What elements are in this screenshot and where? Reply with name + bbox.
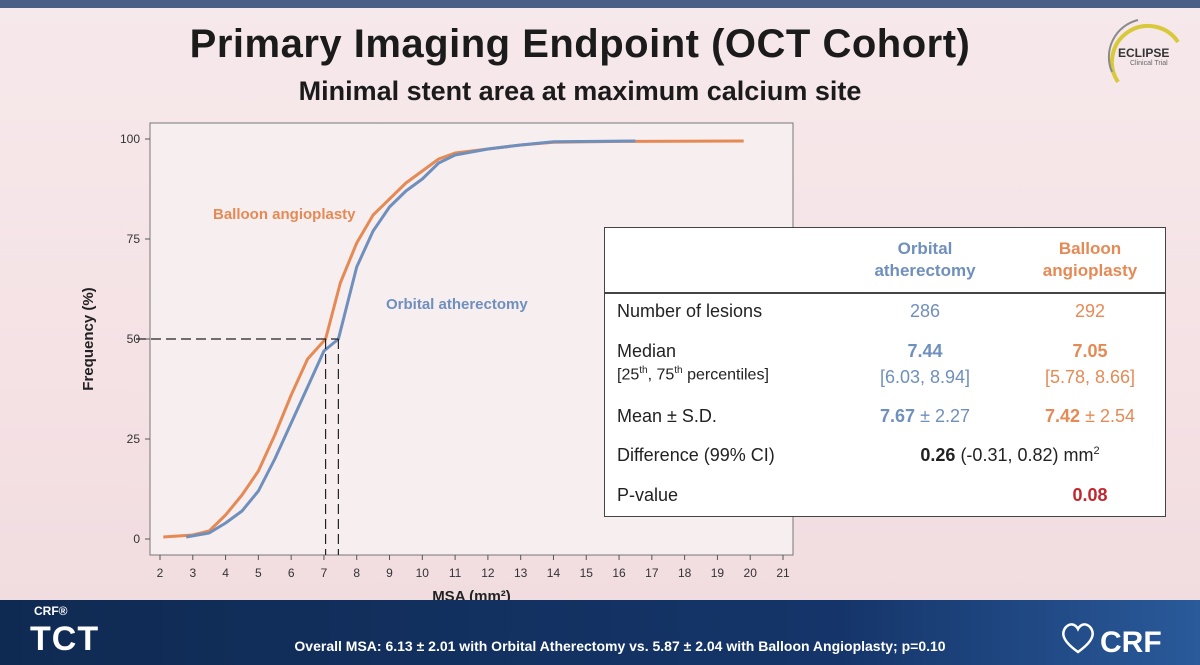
header-orbital-line2: atherectomy	[874, 261, 976, 280]
y-axis-label: Frequency (%)	[80, 287, 97, 390]
cell-mean-balloon: 7.42 ± 2.54	[1015, 406, 1165, 427]
x-tick-label: 15	[580, 566, 594, 580]
logo-subtext: Clinical Trial	[1130, 60, 1168, 67]
series-label-orbital: Orbital atherectomy	[386, 296, 528, 313]
y-tick-label: 50	[127, 332, 141, 346]
row-label-percentiles: [25th, 75th percentiles]	[617, 365, 769, 384]
x-tick-label: 21	[776, 566, 790, 580]
results-table: Orbital atherectomy Balloon angioplasty …	[604, 227, 1166, 517]
slide-subtitle: Minimal stent area at maximum calcium si…	[298, 76, 862, 106]
cell-lesions-balloon: 292	[1074, 301, 1106, 321]
crf-big-logo: CRF	[1100, 626, 1162, 659]
tct-logo: TCT	[30, 620, 100, 658]
crf-small-logo: CRF®	[34, 604, 68, 618]
mean-orbital-value: 7.67	[880, 406, 916, 426]
row-label-difference: Difference (99% CI)	[617, 445, 775, 465]
x-tick-label: 3	[189, 566, 196, 580]
column-header-balloon: Balloon angioplasty	[1015, 238, 1165, 282]
mean-balloon-value: 7.42	[1045, 406, 1081, 426]
x-tick-label: 13	[514, 566, 528, 580]
slide-title: Primary Imaging Endpoint (OCT Cohort)	[189, 22, 971, 66]
row-label-median: Median	[617, 341, 677, 361]
x-axis-label: MSA (mm²)	[432, 588, 511, 600]
series-lines	[163, 139, 744, 539]
cell-pvalue: 0.08	[1072, 485, 1108, 505]
x-tick-label: 20	[744, 566, 758, 580]
diff-unit-sup: 2	[1093, 445, 1100, 457]
series-line-orbital	[185, 139, 636, 539]
x-tick-label: 9	[386, 566, 393, 580]
sd-orbital-value: ± 2.27	[915, 406, 970, 426]
sd-balloon-value: ± 2.54	[1080, 406, 1135, 426]
row-label-pvalue: P-value	[617, 485, 679, 505]
pct-sup2: th	[674, 365, 683, 376]
eclipse-logo-icon	[1107, 19, 1180, 84]
cell-median-orbital: 7.44	[907, 341, 943, 361]
x-tick-label: 16	[612, 566, 626, 580]
x-tick-label: 17	[645, 566, 659, 580]
x-tick-label: 5	[255, 566, 262, 580]
cell-iqr-orbital: [6.03, 8.94]	[879, 367, 971, 387]
y-tick-label: 75	[127, 232, 141, 246]
pct-mid: , 75	[647, 366, 675, 384]
pct-sup1: th	[639, 365, 648, 376]
x-tick-label: 18	[678, 566, 692, 580]
pct-open: [25	[617, 366, 640, 384]
y-tick-label: 25	[127, 432, 141, 446]
cell-difference: 0.26 (-0.31, 0.82) mm2	[855, 445, 1165, 466]
median-annotations	[136, 338, 339, 555]
x-tick-label: 11	[449, 566, 462, 580]
header-orbital-line1: Orbital	[897, 239, 953, 258]
x-tick-label: 10	[416, 566, 430, 580]
header-balloon-line2: angioplasty	[1042, 261, 1138, 280]
cell-iqr-balloon: [5.78, 8.66]	[1044, 367, 1136, 387]
x-tick-label: 8	[353, 566, 360, 580]
x-tick-label: 4	[222, 566, 229, 580]
axes: 2 3 4 5 6 7 8 9 10 11 12 13 14 15 16 17 18 19 20 21 0 25 50 75 1…	[120, 132, 790, 580]
row-label-mean: Mean ± S.D.	[617, 406, 717, 426]
header-divider	[605, 292, 1165, 294]
x-tick-label: 14	[547, 566, 561, 580]
x-tick-label: 19	[711, 566, 725, 580]
column-header-orbital: Orbital atherectomy	[860, 238, 990, 282]
header-balloon-line1: Balloon	[1058, 239, 1122, 258]
row-label-lesions: Number of lesions	[617, 301, 763, 321]
crf-heart-icon	[1062, 623, 1094, 654]
diff-value: 0.26	[920, 445, 956, 465]
diff-ci: (-0.31, 0.82) mm	[955, 445, 1094, 465]
cell-lesions-orbital: 286	[909, 301, 941, 321]
pct-close: percentiles]	[682, 366, 769, 384]
x-tick-label: 6	[288, 566, 295, 580]
x-tick-label: 7	[321, 566, 328, 580]
cell-median-balloon: 7.05	[1072, 341, 1108, 361]
series-label-balloon: Balloon angioplasty	[213, 206, 356, 223]
logo-name: ECLIPSE	[1118, 46, 1170, 60]
x-tick-label: 2	[157, 566, 164, 580]
x-tick-label: 12	[481, 566, 495, 580]
footer-summary: Overall MSA: 6.13 ± 2.01 with Orbital At…	[294, 638, 946, 654]
cell-mean-orbital: 7.67 ± 2.27	[860, 406, 990, 427]
top-strip	[0, 0, 1200, 8]
y-tick-label: 100	[120, 132, 140, 146]
y-tick-label: 0	[133, 532, 140, 546]
footer-bar	[0, 600, 1200, 665]
